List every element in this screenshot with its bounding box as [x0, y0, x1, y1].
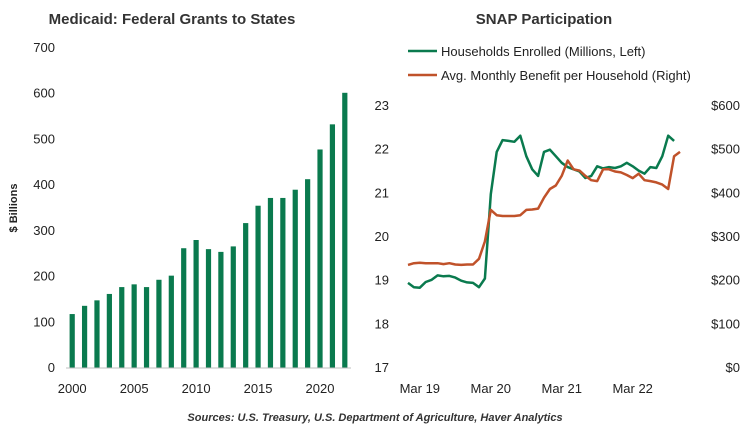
medicaid-y-axis-label: $ Billions: [8, 184, 20, 233]
snap-x-ticks: Mar 19 Mar 20 Mar 21 Mar 22: [400, 381, 653, 396]
medicaid-y-ticks: 0 100 200 300 400 500 600 700: [33, 40, 55, 375]
medicaid-y-tick-label: 0: [48, 360, 55, 375]
snap-chart: SNAP Participation Households Enrolled (…: [375, 11, 740, 396]
snap-right-y-tick-label: $500: [711, 142, 740, 157]
medicaid-bar: [119, 287, 125, 368]
source-note: Sources: U.S. Treasury, U.S. Department …: [187, 412, 563, 424]
medicaid-bar: [230, 246, 236, 368]
medicaid-bar: [131, 284, 137, 368]
medicaid-y-tick-label: 700: [33, 40, 55, 55]
medicaid-bar: [193, 240, 199, 368]
snap-right-y-tick-label: $0: [726, 360, 740, 375]
medicaid-bars: [69, 92, 348, 369]
medicaid-x-tick-label: 2005: [120, 381, 149, 396]
snap-right-y-tick-label: $200: [711, 273, 740, 288]
medicaid-bar: [205, 249, 212, 368]
snap-x-tick-label: Mar 21: [542, 381, 582, 396]
medicaid-bar: [106, 293, 112, 368]
medicaid-bar: [168, 275, 174, 368]
medicaid-bar: [243, 223, 249, 368]
medicaid-y-tick-label: 500: [33, 131, 55, 146]
medicaid-bar: [181, 248, 187, 368]
medicaid-bar: [69, 314, 75, 368]
medicaid-x-tick-label: 2000: [58, 381, 87, 396]
snap-left-y-tick-label: 20: [375, 229, 389, 244]
medicaid-bar: [81, 305, 88, 368]
medicaid-y-tick-label: 400: [33, 177, 55, 192]
snap-left-y-tick-label: 22: [375, 142, 389, 157]
medicaid-y-tick-label: 600: [33, 86, 55, 101]
medicaid-bar: [218, 251, 224, 368]
medicaid-x-tick-label: 2010: [182, 381, 211, 396]
snap-left-y-ticks: 17 18 19 20 21 22 23: [375, 98, 389, 375]
snap-left-y-tick-label: 19: [375, 273, 389, 288]
snap-right-y-tick-label: $100: [711, 316, 740, 331]
medicaid-bar: [143, 287, 150, 368]
snap-right-y-tick-label: $300: [711, 229, 740, 244]
snap-left-y-tick-label: 18: [375, 316, 389, 331]
households-enrolled-line: [407, 134, 675, 289]
medicaid-bar: [342, 92, 348, 369]
medicaid-bar: [329, 124, 336, 368]
medicaid-bar: [305, 179, 311, 368]
medicaid-bar: [317, 149, 323, 368]
medicaid-y-tick-label: 200: [33, 269, 55, 284]
medicaid-chart-title: Medicaid: Federal Grants to States: [49, 11, 296, 28]
snap-right-y-tick-label: $400: [711, 185, 740, 200]
medicaid-bar: [292, 189, 298, 368]
medicaid-x-tick-label: 2015: [244, 381, 273, 396]
snap-x-tick-label: Mar 22: [612, 381, 652, 396]
medicaid-y-tick-label: 300: [33, 223, 55, 238]
legend-entry-label: Avg. Monthly Benefit per Household (Righ…: [441, 68, 691, 83]
legend-entry-label: Households Enrolled (Millions, Left): [441, 44, 645, 59]
snap-left-y-tick-label: 21: [375, 185, 389, 200]
medicaid-x-ticks: 2000 2005 2010 2015 2020: [58, 381, 335, 396]
snap-lines: [407, 134, 681, 289]
medicaid-bar: [156, 279, 162, 368]
snap-x-tick-label: Mar 19: [400, 381, 440, 396]
medicaid-x-tick-label: 2020: [306, 381, 335, 396]
medicaid-bar: [267, 197, 274, 368]
snap-x-tick-label: Mar 20: [471, 381, 511, 396]
snap-left-y-tick-label: 17: [375, 360, 389, 375]
medicaid-bar: [255, 205, 261, 368]
medicaid-bar: [280, 197, 286, 368]
avg-benefit-line: [407, 150, 681, 267]
medicaid-bar: [94, 300, 100, 368]
snap-legend: Households Enrolled (Millions, Left) Avg.…: [408, 44, 691, 83]
snap-chart-title: SNAP Participation: [476, 11, 612, 28]
snap-left-y-tick-label: 23: [375, 98, 389, 113]
medicaid-chart: Medicaid: Federal Grants to States $ Bil…: [8, 11, 351, 396]
snap-right-y-ticks: $0 $100 $200 $300 $400 $500 $600: [711, 98, 740, 375]
medicaid-y-tick-label: 100: [33, 314, 55, 329]
snap-right-y-tick-label: $600: [711, 98, 740, 113]
